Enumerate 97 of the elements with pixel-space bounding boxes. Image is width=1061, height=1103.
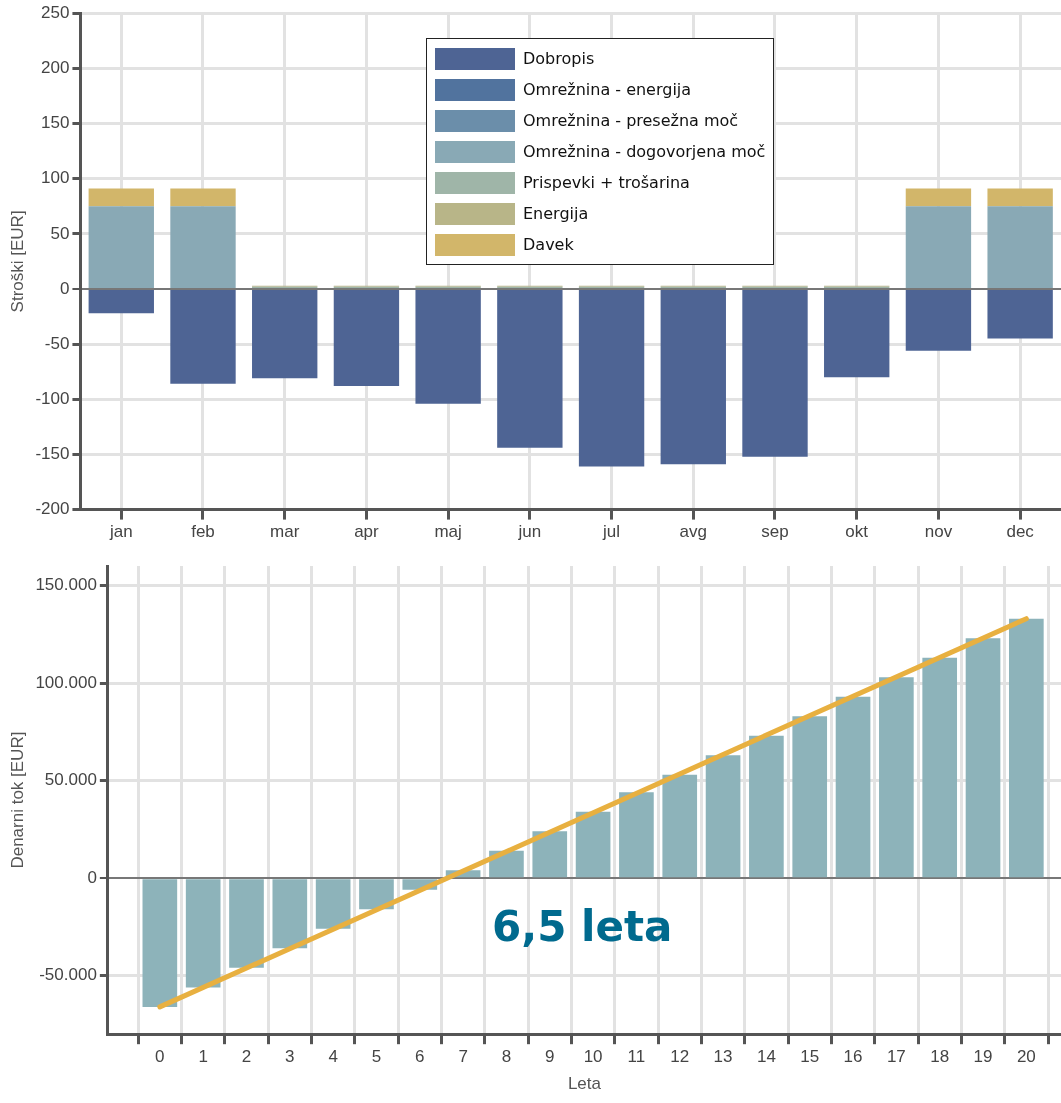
bar (185, 879, 221, 988)
y-tick-label: 100.000 (35, 672, 97, 692)
bar (170, 188, 236, 207)
x-tick-label: 6 (415, 1047, 425, 1067)
bar (792, 716, 828, 878)
bar (229, 879, 264, 968)
bar (987, 289, 1053, 339)
x-tick-label: 5 (371, 1047, 382, 1067)
x-tick-label: 16 (843, 1047, 863, 1067)
legend-label: Omrežnina - presežna moč (523, 111, 739, 130)
legend-label: Energija (523, 204, 589, 223)
x-tick-label: 9 (545, 1047, 555, 1067)
x-tick-label: 10 (583, 1047, 603, 1067)
bar (88, 188, 154, 207)
y-tick-label: 250 (41, 2, 70, 22)
bar (619, 792, 654, 878)
bar (905, 289, 972, 351)
y-axis-title: Denarni tok [EUR] (7, 731, 27, 869)
legend-label: Omrežnina - energija (523, 80, 692, 99)
bar (170, 206, 236, 288)
bar (835, 696, 871, 878)
x-tick-label: nov (924, 522, 953, 542)
x-tick-label: 15 (800, 1047, 820, 1067)
x-tick-label: 18 (930, 1047, 950, 1067)
x-tick-label: 1 (198, 1047, 208, 1067)
legend-label: Dobropis (523, 49, 595, 68)
y-tick-label: 200 (41, 58, 70, 78)
x-tick-label: jan (108, 522, 133, 542)
y-tick-label: -50 (44, 333, 70, 353)
x-tick-label: maj (434, 522, 462, 542)
x-tick-label: 4 (328, 1047, 338, 1067)
annotation: 6,5 leta (492, 902, 673, 951)
bar (415, 289, 481, 404)
bar (749, 735, 784, 878)
y-tick-label: 0 (59, 278, 70, 298)
y-tick-label: 100 (41, 168, 70, 188)
x-tick-label: 8 (501, 1047, 512, 1067)
bar (359, 879, 394, 910)
x-tick-label: apr (354, 522, 380, 542)
x-tick-label: 12 (670, 1047, 690, 1067)
bar (88, 206, 154, 288)
y-tick-label: -100 (35, 388, 70, 408)
bar (532, 831, 568, 878)
x-tick-label: mar (270, 522, 300, 542)
bar (965, 638, 1001, 878)
bar (315, 879, 351, 929)
bar (575, 811, 611, 878)
y-tick-label: 50 (50, 223, 70, 243)
y-tick-label: -50.000 (39, 965, 97, 985)
x-tick-label: 19 (973, 1047, 993, 1067)
legend-label: Prispevki + trošarina (523, 173, 690, 192)
y-tick-label: 150.000 (35, 575, 97, 595)
x-tick-label: jun (517, 522, 542, 542)
y-tick-label: 150 (41, 113, 70, 133)
legend-label: Omrežnina - dogovorjena moč (523, 142, 766, 161)
bar (905, 188, 972, 207)
bar (497, 289, 563, 448)
x-tick-label: 13 (713, 1047, 733, 1067)
bar (142, 879, 178, 1007)
y-tick-label: -150 (35, 444, 70, 464)
bar (905, 206, 972, 288)
x-tick-label: avg (679, 522, 707, 542)
bar (660, 289, 726, 465)
bar (879, 677, 914, 878)
y-tick-label: 0 (87, 867, 97, 887)
x-tick-label: feb (191, 522, 215, 542)
bar (578, 289, 645, 467)
x-tick-label: 20 (1016, 1047, 1036, 1067)
bar (987, 188, 1053, 207)
y-axis-title: Stroški [EUR] (7, 210, 27, 313)
bar (987, 206, 1053, 288)
x-tick-label: sep (761, 522, 789, 542)
bar (170, 289, 236, 384)
bar (272, 879, 308, 949)
x-tick-label: 0 (155, 1047, 165, 1067)
x-tick-label: 3 (285, 1047, 295, 1067)
x-tick-label: 11 (627, 1047, 646, 1067)
bar (742, 289, 808, 457)
x-tick-label: 2 (241, 1047, 252, 1067)
x-tick-label: 14 (756, 1047, 776, 1067)
x-axis-title: Leta (567, 1074, 602, 1094)
y-tick-label: 50.000 (44, 770, 97, 790)
bar (922, 657, 958, 878)
x-tick-label: 17 (886, 1047, 906, 1067)
bar (1009, 618, 1044, 878)
bar (662, 774, 698, 878)
bar (824, 289, 890, 378)
y-tick-label: -200 (35, 499, 70, 519)
legend-label: Davek (523, 235, 574, 254)
x-tick-label: 7 (458, 1047, 468, 1067)
bar (333, 289, 400, 387)
bar (705, 755, 741, 878)
x-tick-label: okt (845, 522, 869, 542)
x-tick-label: dec (1006, 522, 1035, 542)
bar (252, 289, 318, 379)
bar (88, 289, 154, 314)
x-tick-label: jul (602, 522, 621, 542)
